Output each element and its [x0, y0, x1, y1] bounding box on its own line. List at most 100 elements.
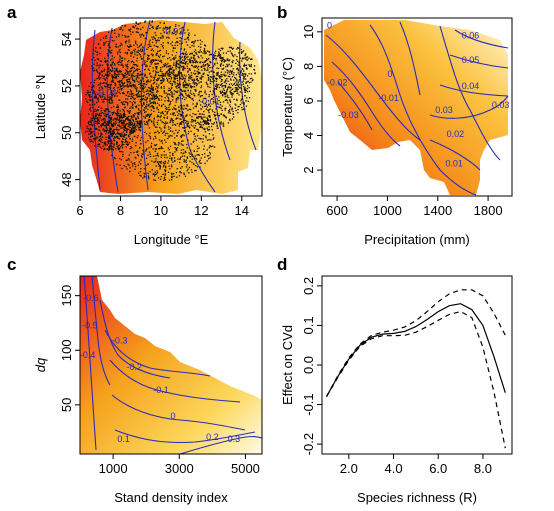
plot-location-point	[118, 122, 120, 124]
plot-location-point	[223, 81, 225, 83]
plot-location-point	[189, 92, 191, 94]
plot-location-point	[89, 129, 91, 131]
plot-location-point	[185, 97, 187, 99]
plot-location-point	[206, 83, 208, 85]
plot-location-point	[184, 67, 186, 70]
plot-location-point	[113, 132, 115, 134]
plot-location-point	[115, 113, 117, 115]
plot-location-point	[172, 74, 175, 76]
plot-location-point	[122, 120, 125, 122]
plot-location-point	[135, 126, 137, 128]
plot-location-point	[104, 111, 106, 113]
plot-location-point	[86, 125, 88, 128]
panel-b-contour-label-10: 0.02	[447, 129, 465, 139]
plot-location-point	[87, 92, 89, 94]
plot-location-point	[138, 172, 140, 174]
plot-location-point	[175, 34, 177, 36]
plot-location-point	[193, 56, 195, 58]
plot-location-point	[176, 168, 178, 170]
plot-location-point	[168, 100, 170, 102]
plot-location-point	[236, 99, 238, 102]
panel-c-contour-2	[91, 276, 111, 386]
plot-location-point	[157, 26, 159, 28]
plot-location-point	[202, 134, 205, 136]
plot-location-point	[154, 74, 157, 77]
plot-location-point	[169, 67, 172, 69]
plot-location-point	[152, 92, 154, 94]
plot-location-point	[116, 104, 119, 106]
plot-location-point	[194, 170, 196, 172]
plot-location-point	[200, 55, 202, 57]
plot-location-point	[143, 120, 145, 123]
panel-b-xtick-label-3: 1800	[474, 203, 503, 218]
plot-location-point	[202, 121, 204, 123]
plot-location-point	[165, 26, 167, 28]
panel-d-xtick-label-3: 8.0	[474, 461, 492, 476]
plot-location-point	[149, 90, 152, 92]
plot-location-point	[129, 121, 131, 123]
plot-location-point	[96, 58, 99, 60]
plot-location-point	[112, 133, 114, 136]
plot-location-point	[183, 155, 186, 157]
panel-b-xtick-label-0: 600	[326, 203, 348, 218]
plot-location-point	[111, 94, 113, 97]
plot-location-point	[88, 85, 90, 87]
plot-location-point	[228, 60, 230, 62]
plot-location-point	[222, 56, 224, 59]
plot-location-point	[113, 56, 115, 59]
plot-location-point	[221, 74, 223, 76]
plot-location-point	[150, 63, 152, 65]
plot-location-point	[205, 104, 208, 106]
plot-location-point	[139, 121, 141, 123]
plot-location-point	[133, 75, 136, 78]
plot-location-point	[139, 143, 142, 145]
plot-location-point	[235, 74, 237, 76]
plot-location-point	[113, 123, 115, 125]
panel-d-letter: d	[277, 255, 287, 274]
plot-location-point	[179, 77, 182, 79]
plot-location-point	[94, 145, 96, 147]
plot-location-point	[131, 122, 133, 124]
plot-location-point	[173, 141, 175, 144]
plot-location-point	[139, 120, 141, 122]
plot-location-point	[217, 71, 219, 74]
plot-location-point	[191, 79, 194, 82]
plot-location-point	[190, 87, 192, 89]
plot-location-point	[168, 77, 170, 80]
plot-location-point	[195, 82, 197, 84]
plot-location-point	[241, 81, 243, 83]
plot-location-point	[132, 107, 134, 109]
plot-location-point	[111, 100, 114, 102]
plot-location-point	[118, 133, 120, 136]
plot-location-point	[131, 73, 133, 75]
plot-location-point	[169, 26, 171, 28]
plot-location-point	[153, 117, 155, 119]
plot-location-point	[184, 61, 187, 63]
plot-location-point	[191, 158, 193, 160]
plot-location-point	[98, 126, 100, 128]
plot-location-point	[127, 85, 129, 87]
plot-location-point	[173, 78, 175, 80]
plot-location-point	[182, 62, 185, 64]
panel-a-ytick-label-2: 52	[59, 79, 74, 93]
plot-location-point	[109, 88, 112, 90]
plot-location-point	[183, 86, 185, 88]
plot-location-point	[216, 85, 219, 87]
plot-location-point	[97, 114, 100, 116]
plot-location-point	[185, 126, 187, 128]
plot-location-point	[90, 87, 93, 89]
plot-location-point	[175, 62, 178, 64]
plot-location-point	[139, 124, 142, 126]
plot-location-point	[251, 58, 253, 60]
plot-location-point	[121, 80, 123, 82]
plot-location-point	[99, 64, 101, 66]
plot-location-point	[183, 77, 185, 79]
plot-location-point	[213, 92, 215, 94]
plot-location-point	[190, 149, 192, 151]
plot-location-point	[193, 61, 195, 63]
plot-location-point	[250, 58, 252, 61]
plot-location-point	[91, 104, 93, 106]
plot-location-point	[127, 102, 129, 104]
plot-location-point	[236, 88, 238, 91]
